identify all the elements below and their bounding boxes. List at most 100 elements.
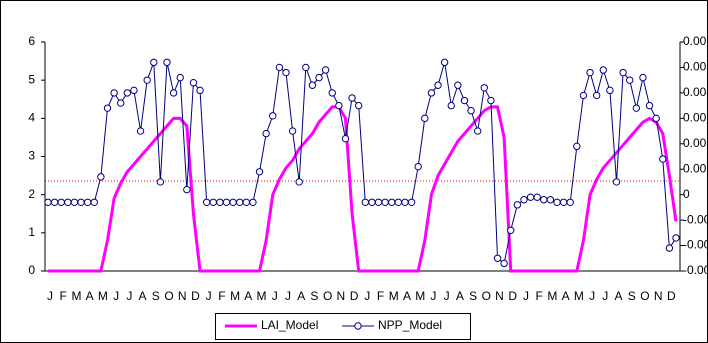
data-point	[480, 84, 488, 92]
y2-tick-label: 0.005	[683, 60, 708, 74]
y2-tick-label: 0.001	[683, 161, 708, 175]
data-point	[136, 127, 145, 135]
y-tick-label: 5	[28, 72, 35, 86]
x-tick-label: S	[469, 289, 477, 303]
x-tick-label: M	[257, 289, 267, 303]
data-point	[427, 89, 436, 97]
data-point	[586, 68, 594, 77]
data-point	[566, 198, 574, 207]
data-point	[440, 58, 449, 67]
y2-tick-label: -0.002	[683, 238, 708, 252]
x-tick-label: N	[654, 289, 663, 303]
x-tick-label: J	[523, 289, 529, 303]
data-point	[70, 198, 79, 207]
data-point	[401, 198, 409, 207]
data-point	[507, 226, 515, 234]
x-tick-label: N	[495, 289, 504, 303]
x-tick-label: F	[536, 289, 543, 303]
series-line	[48, 105, 678, 273]
legend-marker	[354, 322, 362, 330]
data-point	[619, 68, 627, 77]
data-point	[599, 66, 607, 74]
data-point	[526, 193, 535, 201]
x-tick-label: J	[602, 289, 608, 303]
data-point	[553, 198, 561, 207]
x-tick-label: F	[60, 289, 67, 303]
data-point	[388, 198, 396, 207]
x-tick-label: S	[152, 289, 160, 303]
x-tick-label: M	[71, 289, 81, 303]
x-tick-label: A	[614, 289, 622, 303]
data-point	[493, 254, 502, 262]
data-point	[626, 76, 634, 84]
data-point	[143, 76, 151, 84]
x-tick-label: D	[667, 289, 676, 303]
x-tick-label: M	[98, 289, 108, 303]
x-tick-label: A	[562, 289, 570, 303]
data-point	[374, 198, 383, 207]
legend-label: NPP_Model	[378, 318, 442, 332]
legend-label: LAI_Model	[261, 318, 318, 332]
data-point	[163, 58, 171, 67]
data-point	[183, 185, 191, 194]
data-point	[513, 201, 522, 209]
data-point	[103, 104, 112, 112]
data-point	[533, 193, 541, 201]
data-point	[520, 196, 528, 204]
x-tick-label: A	[403, 289, 411, 303]
data-point	[407, 198, 416, 207]
data-point	[487, 96, 495, 105]
x-tick-label: J	[47, 289, 53, 303]
data-point	[130, 86, 138, 95]
data-point	[381, 198, 389, 207]
data-point	[216, 198, 224, 207]
x-tick-label: S	[628, 289, 636, 303]
x-tick-label: D	[191, 289, 200, 303]
data-point	[275, 63, 284, 72]
y-tick-label: 1	[28, 225, 35, 239]
data-point	[150, 58, 158, 67]
data-point	[447, 101, 455, 110]
data-point	[632, 104, 641, 112]
data-point	[64, 198, 72, 207]
y-tick-label: 6	[28, 34, 35, 48]
y2-tick-label: 0.002	[683, 136, 708, 150]
y2-tick-label: 0.003	[683, 111, 708, 125]
data-point	[659, 155, 667, 163]
x-tick-label: J	[364, 289, 370, 303]
data-point	[368, 198, 376, 207]
data-point	[652, 114, 660, 123]
y-tick-label: 2	[28, 187, 35, 201]
data-point	[110, 89, 118, 97]
data-point	[222, 198, 231, 207]
y2-tick-label: -0.001	[683, 212, 708, 226]
data-point	[176, 73, 184, 82]
data-point	[354, 101, 363, 110]
data-point	[328, 89, 336, 97]
x-tick-label: N	[178, 289, 187, 303]
data-point	[341, 134, 350, 143]
x-tick-label: J	[430, 289, 436, 303]
data-point	[414, 162, 422, 171]
data-point	[83, 198, 92, 207]
data-point	[269, 112, 277, 120]
data-point	[209, 198, 217, 207]
data-point	[579, 91, 588, 100]
data-point	[302, 63, 310, 72]
data-point	[282, 68, 290, 77]
data-point	[242, 198, 251, 207]
x-tick-label: J	[126, 289, 132, 303]
data-point	[645, 101, 654, 110]
x-tick-label: O	[164, 289, 173, 303]
data-point	[249, 198, 257, 207]
data-point	[169, 89, 178, 97]
data-point	[348, 94, 356, 102]
x-tick-label: J	[444, 289, 450, 303]
data-point	[57, 198, 65, 207]
y2-tick-label: 0	[683, 187, 690, 201]
x-tick-label: A	[86, 289, 94, 303]
x-tick-label: M	[230, 289, 240, 303]
data-point	[295, 178, 303, 186]
